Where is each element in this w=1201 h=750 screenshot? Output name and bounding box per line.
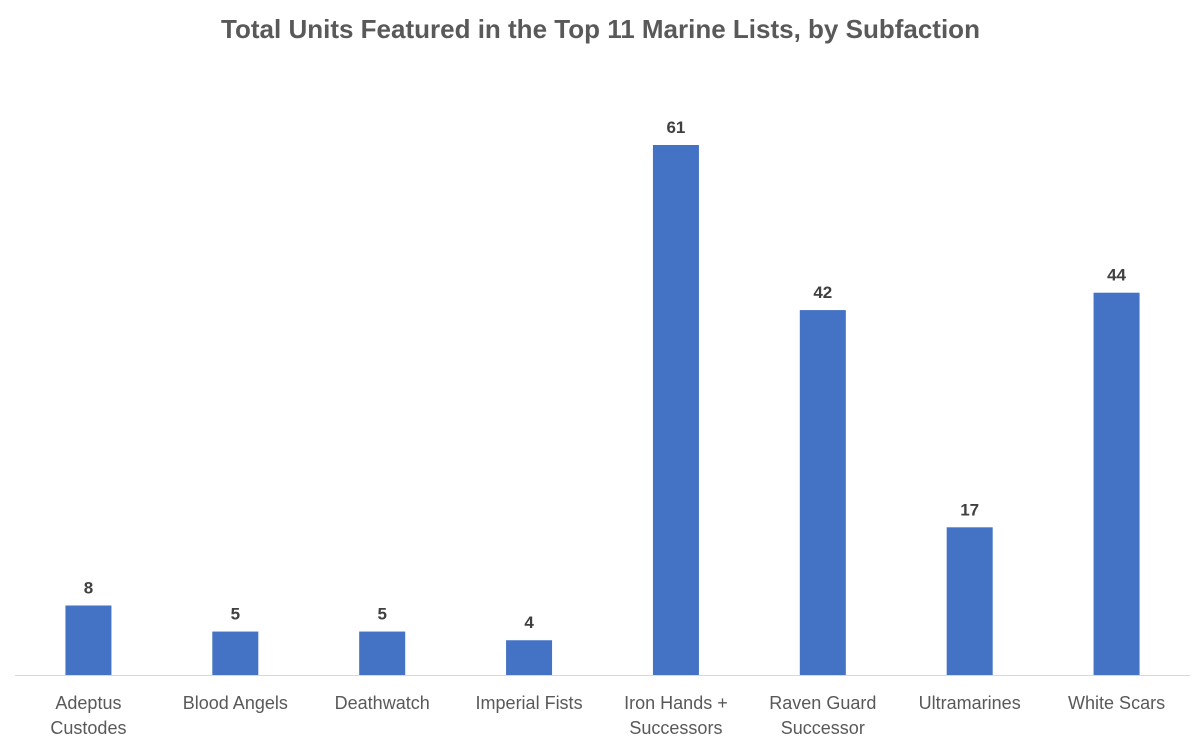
bar <box>652 145 699 675</box>
bar <box>799 310 846 675</box>
x-tick-label: Blood Angels <box>183 693 288 713</box>
x-tick-label: Deathwatch <box>335 693 430 713</box>
x-tick-label: Successors <box>629 718 722 738</box>
data-label: 5 <box>231 605 240 624</box>
data-label: 8 <box>84 578 93 597</box>
x-tick-label: Raven Guard <box>769 693 876 713</box>
bar <box>212 631 259 675</box>
x-tick-label: Iron Hands + <box>624 693 728 713</box>
bar <box>65 605 112 675</box>
bar <box>946 527 993 675</box>
x-tick-label: Successor <box>781 718 865 738</box>
data-label: 4 <box>524 613 534 632</box>
x-tick-label: Imperial Fists <box>476 693 583 713</box>
bar <box>1093 292 1140 675</box>
x-tick-label: Ultramarines <box>919 693 1021 713</box>
bar <box>506 640 553 675</box>
data-label: 42 <box>813 283 832 302</box>
data-label: 61 <box>666 118 685 137</box>
chart-title: Total Units Featured in the Top 11 Marin… <box>221 14 980 44</box>
x-tick-label: Custodes <box>50 718 126 738</box>
data-label: 44 <box>1107 266 1126 285</box>
bar <box>359 631 406 675</box>
data-label: 5 <box>377 605 386 624</box>
x-tick-label: Adeptus <box>55 693 121 713</box>
data-label: 17 <box>960 500 979 519</box>
x-tick-label: White Scars <box>1068 693 1165 713</box>
